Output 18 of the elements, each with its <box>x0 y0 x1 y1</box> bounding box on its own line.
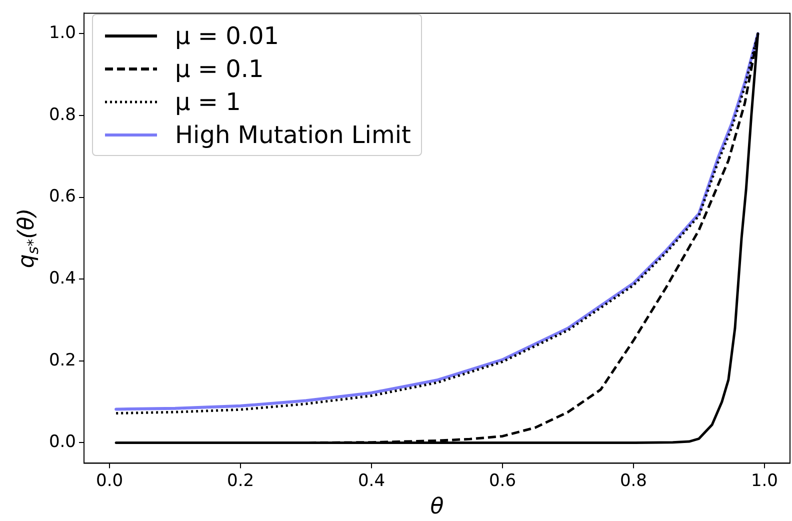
x-tick-label: 0.6 <box>488 470 516 491</box>
x-tick-label: 0.2 <box>227 470 254 491</box>
x-tick-label: 1.0 <box>750 470 778 491</box>
legend-label: μ = 0.1 <box>175 54 264 82</box>
y-tick-label: 1.0 <box>48 23 76 44</box>
y-tick-label: 0.4 <box>48 268 76 289</box>
y-tick-label: 0.6 <box>48 186 76 207</box>
x-tick-label: 0.8 <box>620 470 647 491</box>
legend-label: High Mutation Limit <box>175 120 411 148</box>
y-tick-label: 0.0 <box>48 432 76 452</box>
y-axis-title: qs*(θ) <box>14 208 42 268</box>
x-axis-title: θ <box>430 494 444 520</box>
y-tick-label: 0.2 <box>48 350 76 370</box>
x-tick-label: 0.4 <box>358 470 386 491</box>
x-tick-label: 0.0 <box>96 470 124 491</box>
legend-label: μ = 1 <box>175 88 241 116</box>
y-tick-label: 0.8 <box>48 104 76 125</box>
legend-label: μ = 0.01 <box>175 22 280 50</box>
